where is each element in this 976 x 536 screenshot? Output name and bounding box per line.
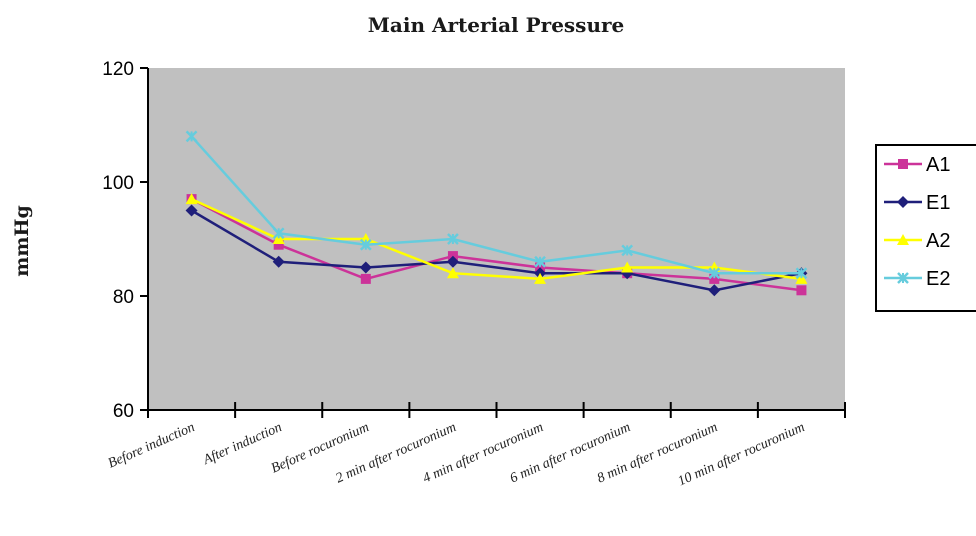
data-point xyxy=(898,159,908,169)
data-point xyxy=(446,255,459,268)
plot-area xyxy=(148,68,845,410)
y-tick-label: 120 xyxy=(102,59,134,80)
data-point xyxy=(795,267,808,280)
legend-label: A2 xyxy=(926,230,950,252)
data-point xyxy=(796,285,807,296)
data-point xyxy=(272,227,285,240)
y-tick-label: 100 xyxy=(102,173,134,194)
data-point xyxy=(534,255,546,268)
legend-box xyxy=(875,144,976,312)
data-point xyxy=(359,238,372,251)
legend: A1 E1 A2 E2 xyxy=(875,144,976,312)
legend-item-E1: E1 xyxy=(884,192,950,214)
series-line xyxy=(190,135,802,275)
data-point xyxy=(708,267,721,280)
data-point xyxy=(621,244,634,257)
series-layer xyxy=(185,130,808,297)
series-E1 xyxy=(185,204,808,297)
data-point xyxy=(360,273,371,284)
legend-label: E1 xyxy=(926,192,950,214)
legend-item-E2: E2 xyxy=(884,268,950,290)
x-tick-label: Before induction xyxy=(106,420,197,472)
y-tick-label: 80 xyxy=(113,287,134,308)
legend-label: E2 xyxy=(926,268,950,290)
data-point xyxy=(897,234,909,245)
series-E2 xyxy=(185,130,808,280)
data-point xyxy=(621,261,634,273)
data-point xyxy=(359,261,372,274)
data-point xyxy=(534,272,547,284)
data-point xyxy=(708,284,721,297)
legend-item-A2: A2 xyxy=(884,230,950,252)
legend-item-A1: A1 xyxy=(884,154,950,176)
data-point xyxy=(185,204,198,217)
y-axis-label: mmHg xyxy=(11,205,33,276)
data-point xyxy=(447,233,459,245)
data-point xyxy=(272,255,285,268)
data-point xyxy=(897,196,909,208)
y-axis: 60 80 100 120 xyxy=(102,59,149,422)
series-line xyxy=(190,209,802,292)
data-point xyxy=(795,272,808,284)
legend-label: A1 xyxy=(926,154,950,176)
data-point xyxy=(272,233,285,244)
data-point xyxy=(185,193,198,205)
data-point xyxy=(709,273,720,284)
y-tick-label: 60 xyxy=(113,401,134,422)
data-point xyxy=(273,239,284,250)
series-line xyxy=(190,197,802,292)
series-line xyxy=(191,197,802,281)
chart-title: Main Arterial Pressure xyxy=(368,13,625,37)
data-point xyxy=(446,267,459,279)
data-point xyxy=(185,130,198,143)
data-point xyxy=(897,272,909,284)
